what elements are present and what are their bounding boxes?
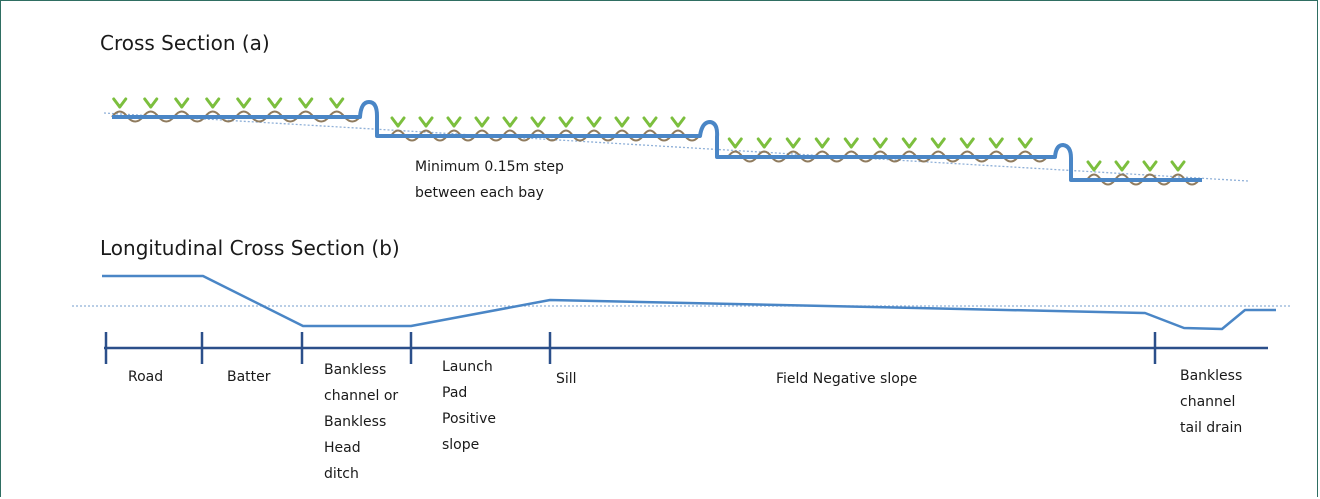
segment-label-bankless-channel: Bankless channel or Bankless Head ditch [324,362,403,482]
bay-furrows [111,97,1200,186]
plant-icon [642,116,658,129]
segment-label-launch-pad: Launch Pad Positive slope [442,359,500,453]
longitudinal-profile [102,274,1276,331]
segment-label-tail-drain: Bankless channel tail drain [1180,368,1247,436]
segment-label-field: Field Negative slope [776,371,917,387]
plant-icon [727,137,743,150]
plant-icon [756,137,772,150]
plant-icon [174,97,190,110]
plant-icon [930,137,946,150]
label-line: channel [1180,394,1235,410]
segment-label-sill: Sill [556,371,577,387]
plant-icon [670,116,686,129]
segment-label-road: Road [128,369,163,385]
segment-labels: Road Batter Bankless channel or Bankless… [128,359,1247,482]
step-note: Minimum 0.15m step between each bay [415,159,568,201]
label-line: tail drain [1180,420,1242,436]
plant-icon [814,137,830,150]
plant-icon [267,97,283,110]
title-cross-section-a: Cross Section (a) [100,31,270,55]
plant-icon [143,97,159,110]
label-line: Field Negative slope [776,371,917,387]
plant-icon [558,116,574,129]
plant-icon [205,97,221,110]
label-line: Batter [227,369,271,385]
plant-icon [329,97,345,110]
label-line: Bankless [1180,368,1242,384]
plant-icon [959,137,975,150]
label-line: Bankless [324,414,386,430]
plant-icon [988,137,1004,150]
plant-icon [1086,160,1102,173]
plant-icon [785,137,801,150]
reference-slope-line-a [103,112,1249,182]
plant-icon [586,116,602,129]
plant-icon [530,116,546,129]
plant-icon [1170,160,1186,173]
label-line: Sill [556,371,577,387]
plant-icon [872,137,888,150]
plant-icon [1017,137,1033,150]
segment-ticks [104,332,1157,364]
bay-step-profile [112,100,1202,182]
label-line: Positive [442,411,496,427]
plant-icon [236,97,252,110]
label-line: channel or [324,388,398,404]
step-note-line: between each bay [415,185,544,201]
label-line: Head [324,440,361,456]
label-line: Bankless [324,362,386,378]
plant-icon [474,116,490,129]
label-line: Pad [442,385,467,401]
plant-icon [502,116,518,129]
plant-icon [112,97,128,110]
plant-icon [298,97,314,110]
plant-icon [418,116,434,129]
title-longitudinal-section-b: Longitudinal Cross Section (b) [100,236,400,260]
plant-icon [446,116,462,129]
plant-icon [390,116,406,129]
label-line: Launch [442,359,493,375]
plant-icon [614,116,630,129]
plant-icon [901,137,917,150]
label-line: slope [442,437,479,453]
label-line: ditch [324,466,359,482]
plant-icon [1142,160,1158,173]
plant-icon [843,137,859,150]
step-note-line: Minimum 0.15m step [415,159,564,175]
label-line: Road [128,369,163,385]
segment-label-batter: Batter [227,369,271,385]
plant-icon [1114,160,1130,173]
